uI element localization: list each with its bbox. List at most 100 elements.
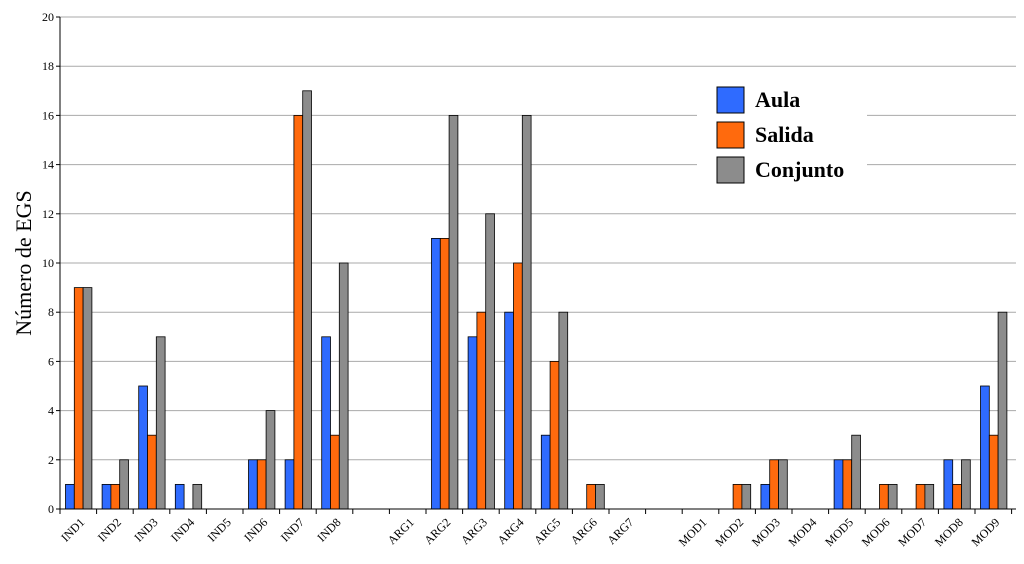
bar-salida-mod7 — [915, 483, 926, 510]
legend-label-aula: Aula — [755, 87, 800, 112]
bar-conjunto-ind2 — [119, 459, 129, 510]
bar-conjunto-arg3 — [485, 213, 495, 510]
x-axis-ticks: IND1 IND2 IND3 IND4 IND5 IND6 IND7 IND8 ARG1 ARG2… — [58, 509, 1013, 549]
bar-conjunto-arg4 — [521, 115, 532, 510]
bar-aula-mod8 — [943, 459, 954, 510]
bar-aula-arg2 — [431, 237, 441, 510]
grid-lines — [60, 16, 1016, 461]
y-tick-label: 10 — [42, 256, 54, 270]
bar-salida-ind3 — [147, 434, 157, 510]
y-tick-label: 6 — [48, 354, 54, 368]
legend-swatch-aula — [716, 86, 745, 114]
bar-salida-mod5 — [842, 459, 853, 510]
bar-conjunto-arg5 — [558, 311, 569, 510]
x-tick-label: IND4 — [168, 515, 197, 544]
legend: Aula Salida Conjunto — [697, 78, 867, 190]
y-tick-label: 0 — [48, 502, 54, 516]
bar-aula-arg4 — [504, 311, 514, 510]
x-tick-label: ARG4 — [495, 515, 527, 547]
x-tick-label: ARG7 — [604, 515, 636, 547]
bar-aula-arg3 — [467, 336, 478, 510]
bar-conjunto-mod6 — [887, 483, 898, 510]
x-tick-label: IND3 — [131, 515, 160, 544]
x-tick-label: ARG1 — [385, 515, 417, 547]
x-tick-label: ARG6 — [568, 515, 600, 547]
bar-aula-ind6 — [248, 459, 258, 510]
x-tick-label: IND6 — [241, 515, 270, 544]
bar-aula-ind2 — [101, 483, 112, 510]
y-tick-label: 12 — [42, 207, 54, 221]
bar-aula-ind7 — [284, 459, 295, 510]
bar-conjunto-arg2 — [448, 115, 459, 510]
legend-label-salida: Salida — [755, 122, 814, 147]
bar-aula-ind1 — [65, 483, 75, 510]
bar-salida-arg2 — [439, 237, 450, 510]
bar-conjunto-ind4 — [192, 483, 203, 510]
bar-conjunto-arg6 — [595, 483, 605, 510]
legend-swatch-conjunto — [716, 156, 745, 184]
x-tick-label: IND8 — [314, 515, 343, 544]
x-tick-label: MOD6 — [859, 515, 893, 549]
bar-salida-arg6 — [586, 483, 596, 510]
x-tick-label: ARG2 — [421, 515, 453, 547]
y-tick-label: 18 — [42, 59, 54, 73]
x-tick-label: MOD7 — [895, 515, 929, 549]
bar-conjunto-ind7 — [302, 90, 312, 510]
x-tick-label: MOD3 — [749, 515, 783, 549]
x-tick-label: IND2 — [95, 515, 124, 544]
y-tick-label: 16 — [42, 108, 54, 122]
x-tick-label: MOD1 — [676, 515, 710, 549]
y-axis-ticks: 0 2 4 6 8 10 12 14 16 18 20 — [42, 10, 60, 516]
axes — [59, 17, 1016, 510]
bar-salida-ind8 — [330, 434, 340, 510]
legend-swatch-salida — [716, 121, 745, 149]
x-tick-label: ARG5 — [531, 515, 563, 547]
bar-conjunto-mod5 — [851, 434, 861, 510]
y-tick-label: 14 — [42, 158, 54, 172]
bar-conjunto-mod3 — [778, 459, 788, 510]
bar-aula-mod5 — [833, 459, 844, 510]
bar-salida-mod3 — [769, 459, 779, 510]
x-tick-label: IND7 — [278, 515, 307, 544]
bar-salida-mod9 — [988, 434, 999, 510]
bar-conjunto-ind6 — [265, 410, 276, 510]
y-tick-label: 8 — [48, 305, 54, 319]
x-tick-label: IND1 — [58, 515, 87, 544]
x-tick-label: MOD2 — [712, 515, 746, 549]
bar-aula-mod3 — [760, 483, 771, 510]
bar-salida-ind1 — [73, 287, 84, 510]
bar-salida-ind6 — [256, 459, 267, 510]
bar-salida-ind7 — [293, 115, 304, 510]
bar-aula-ind3 — [138, 385, 148, 510]
bar-conjunto-ind3 — [155, 336, 166, 510]
x-tick-label: ARG3 — [458, 515, 490, 547]
bar-salida-arg4 — [513, 262, 523, 510]
y-tick-label: 20 — [42, 10, 54, 24]
bar-conjunto-mod7 — [924, 483, 935, 510]
bar-salida-arg3 — [476, 311, 487, 510]
y-axis-label: Número de EGS — [11, 190, 36, 335]
x-tick-label: MOD8 — [932, 515, 966, 549]
bar-conjunto-mod9 — [997, 311, 1008, 510]
bar-salida-mod8 — [952, 483, 962, 510]
bar-aula-ind8 — [321, 336, 331, 510]
y-tick-label: 2 — [48, 453, 54, 467]
bar-aula-arg5 — [540, 434, 551, 510]
bar-aula-mod9 — [980, 385, 990, 510]
bar-salida-mod6 — [879, 483, 889, 510]
bar-salida-mod2 — [732, 483, 743, 510]
y-tick-label: 4 — [48, 404, 54, 418]
bar-conjunto-mod8 — [961, 459, 971, 510]
bar-salida-ind2 — [110, 483, 121, 510]
x-tick-label: IND5 — [205, 515, 234, 544]
bar-conjunto-ind8 — [338, 262, 349, 510]
legend-label-conjunto: Conjunto — [755, 157, 844, 182]
bar-aula-ind4 — [174, 483, 185, 510]
x-tick-label: MOD9 — [968, 515, 1002, 549]
bars — [65, 90, 1008, 510]
x-tick-label: MOD4 — [785, 515, 819, 549]
bar-salida-arg5 — [549, 360, 560, 510]
bar-conjunto-mod2 — [741, 483, 752, 510]
x-tick-label: MOD5 — [822, 515, 856, 549]
bar-conjunto-ind1 — [82, 287, 93, 510]
